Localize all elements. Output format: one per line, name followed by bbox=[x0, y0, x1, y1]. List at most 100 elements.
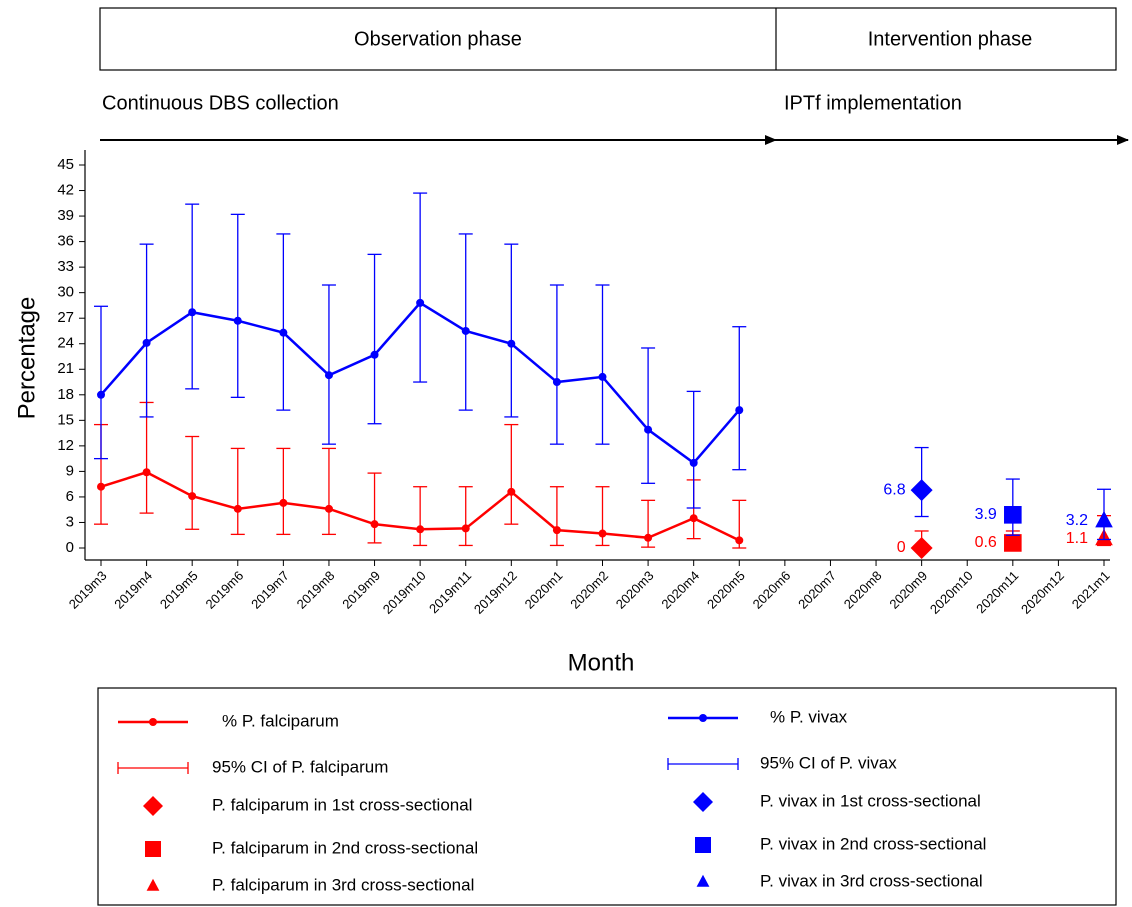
legend-marker bbox=[143, 796, 163, 816]
cross-sectional-point bbox=[1004, 534, 1022, 552]
series-point bbox=[279, 328, 288, 337]
phase-label: Observation phase bbox=[354, 28, 522, 50]
series-point bbox=[233, 316, 242, 325]
series-point bbox=[324, 504, 333, 513]
x-axis-title: Month bbox=[568, 649, 635, 676]
series-point bbox=[598, 529, 607, 538]
y-tick-label: 21 bbox=[57, 360, 74, 377]
y-tick-label: 9 bbox=[66, 462, 74, 479]
x-tick-label: 2020m1 bbox=[522, 568, 566, 612]
x-tick-label: 2019m5 bbox=[157, 568, 201, 612]
series-point bbox=[689, 514, 698, 523]
x-tick-label: 2019m3 bbox=[66, 568, 110, 612]
x-tick-label: 2020m7 bbox=[795, 568, 839, 612]
y-tick-label: 33 bbox=[57, 258, 74, 275]
x-tick-label: 2021m1 bbox=[1069, 568, 1113, 612]
legend-dot bbox=[149, 718, 157, 726]
x-tick-label: 2020m3 bbox=[613, 568, 657, 612]
point-label: 0 bbox=[897, 539, 906, 556]
y-tick-label: 30 bbox=[57, 284, 74, 301]
series-point bbox=[735, 406, 744, 415]
y-tick-label: 15 bbox=[57, 411, 74, 428]
point-label: 3.9 bbox=[975, 506, 997, 523]
series-point bbox=[416, 298, 425, 307]
series-point bbox=[188, 308, 197, 317]
x-tick-label: 2020m11 bbox=[973, 568, 1021, 616]
series-point bbox=[689, 458, 698, 467]
legend-box bbox=[97, 687, 1117, 906]
x-tick-label: 2019m8 bbox=[294, 568, 338, 612]
cross-sectional-point bbox=[910, 537, 933, 559]
legend-label: P. falciparum in 2nd cross-sectional bbox=[212, 838, 478, 857]
y-tick-label: 12 bbox=[57, 437, 74, 454]
legend-label: P. vivax in 1st cross-sectional bbox=[760, 791, 981, 810]
x-tick-label: 2019m11 bbox=[426, 568, 474, 616]
x-tick-label: 2020m10 bbox=[927, 568, 976, 617]
phase-box bbox=[99, 7, 1117, 71]
series-point bbox=[324, 371, 333, 380]
y-tick-label: 3 bbox=[66, 513, 74, 530]
legend-label: 95% CI of P. vivax bbox=[760, 753, 897, 772]
y-tick-label: 18 bbox=[57, 386, 74, 403]
series-point bbox=[188, 492, 197, 501]
series-point bbox=[461, 326, 470, 335]
y-tick-label: 24 bbox=[57, 335, 74, 352]
y-tick-label: 42 bbox=[57, 182, 74, 199]
activity-label: Continuous DBS collection bbox=[102, 92, 339, 114]
legend-marker bbox=[693, 792, 713, 812]
point-label: 1.1 bbox=[1066, 530, 1088, 547]
y-tick-label: 27 bbox=[57, 309, 74, 326]
series-point bbox=[142, 468, 151, 477]
activity-label: IPTf implementation bbox=[784, 92, 962, 114]
series-point bbox=[461, 524, 470, 533]
series-point bbox=[598, 372, 607, 381]
x-tick-label: 2019m6 bbox=[202, 568, 246, 612]
series-point bbox=[644, 533, 653, 542]
series-point bbox=[552, 526, 561, 535]
cross-sectional-point bbox=[1004, 506, 1022, 524]
series-point bbox=[279, 498, 288, 507]
y-tick-label: 0 bbox=[66, 539, 74, 556]
legend-label: P. falciparum in 3rd cross-sectional bbox=[212, 875, 474, 894]
y-axis-title: Percentage bbox=[13, 297, 40, 420]
legend-label: P. vivax in 3rd cross-sectional bbox=[760, 871, 983, 890]
x-tick-label: 2020m8 bbox=[841, 568, 885, 612]
legend-label: % P. falciparum bbox=[222, 711, 339, 730]
point-label: 0.6 bbox=[975, 534, 997, 551]
legend-marker bbox=[696, 874, 710, 887]
legend-dot bbox=[699, 714, 707, 722]
x-tick-label: 2020m9 bbox=[886, 568, 930, 612]
series-point bbox=[97, 390, 105, 399]
legend-label: P. vivax in 2nd cross-sectional bbox=[760, 834, 986, 853]
x-tick-label: 2020m5 bbox=[704, 568, 748, 612]
x-tick-label: 2020m6 bbox=[750, 568, 794, 612]
x-tick-label: 2019m9 bbox=[339, 568, 383, 612]
x-tick-label: 2019m12 bbox=[471, 568, 520, 617]
x-tick-label: 2020m4 bbox=[658, 568, 702, 612]
series-point bbox=[735, 536, 744, 545]
legend-label: 95% CI of P. falciparum bbox=[212, 757, 388, 776]
series-point bbox=[552, 378, 561, 387]
legend-marker bbox=[146, 878, 160, 891]
series-point bbox=[416, 525, 425, 534]
x-tick-label: 2019m4 bbox=[111, 568, 155, 612]
series-point bbox=[370, 350, 379, 359]
legend-label: P. falciparum in 1st cross-sectional bbox=[212, 795, 472, 814]
series-point bbox=[644, 425, 653, 434]
point-label: 6.8 bbox=[883, 481, 905, 498]
phase-label: Intervention phase bbox=[868, 28, 1033, 50]
x-tick-label: 2020m2 bbox=[567, 568, 611, 612]
y-tick-label: 39 bbox=[57, 207, 74, 224]
series-point bbox=[507, 339, 516, 348]
x-tick-label: 2019m7 bbox=[248, 568, 292, 612]
y-tick-label: 6 bbox=[66, 488, 74, 505]
cross-sectional-point bbox=[910, 479, 933, 502]
series-point bbox=[142, 338, 151, 347]
series-point bbox=[370, 520, 379, 529]
point-label: 3.2 bbox=[1066, 512, 1088, 529]
cross-sectional-point bbox=[1095, 510, 1113, 528]
series-point bbox=[97, 482, 105, 491]
y-tick-label: 45 bbox=[57, 156, 74, 173]
x-tick-label: 2019m10 bbox=[380, 568, 429, 617]
